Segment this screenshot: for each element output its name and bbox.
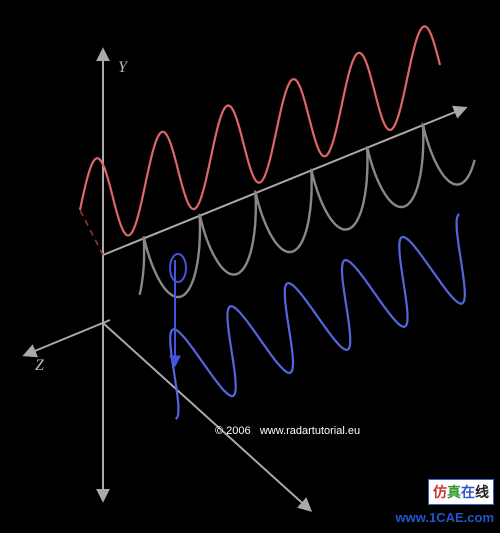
copyright-year: 2006 bbox=[226, 425, 250, 437]
helix-wave bbox=[140, 125, 475, 297]
vertical-component-wave bbox=[80, 26, 440, 235]
z-axis bbox=[25, 320, 110, 355]
t-axis-down bbox=[103, 323, 310, 510]
copyright-site: www.radartutorial.eu bbox=[260, 425, 360, 437]
watermark-char-1: 仿 bbox=[433, 484, 447, 500]
copyright-text: © 2006 www.radartutorial.eu bbox=[215, 425, 360, 437]
watermark-char-2: 真 bbox=[447, 484, 461, 500]
watermark-char-4: 线 bbox=[475, 484, 489, 500]
v-projection-dash bbox=[80, 210, 103, 255]
y-axis-label: Y bbox=[118, 59, 129, 76]
watermark-char-3: 在 bbox=[461, 484, 475, 500]
z-axis-label: Z bbox=[35, 357, 45, 374]
horizontal-component-wave bbox=[170, 214, 465, 419]
watermark-site-link[interactable]: www.1CAE.com bbox=[396, 510, 494, 525]
watermark-badge: 仿真在线 bbox=[428, 479, 494, 505]
t-axis bbox=[103, 108, 465, 255]
copyright-symbol: © bbox=[215, 425, 223, 437]
polarization-diagram: Y Z bbox=[0, 0, 500, 533]
vector-tip-loop bbox=[170, 254, 186, 282]
